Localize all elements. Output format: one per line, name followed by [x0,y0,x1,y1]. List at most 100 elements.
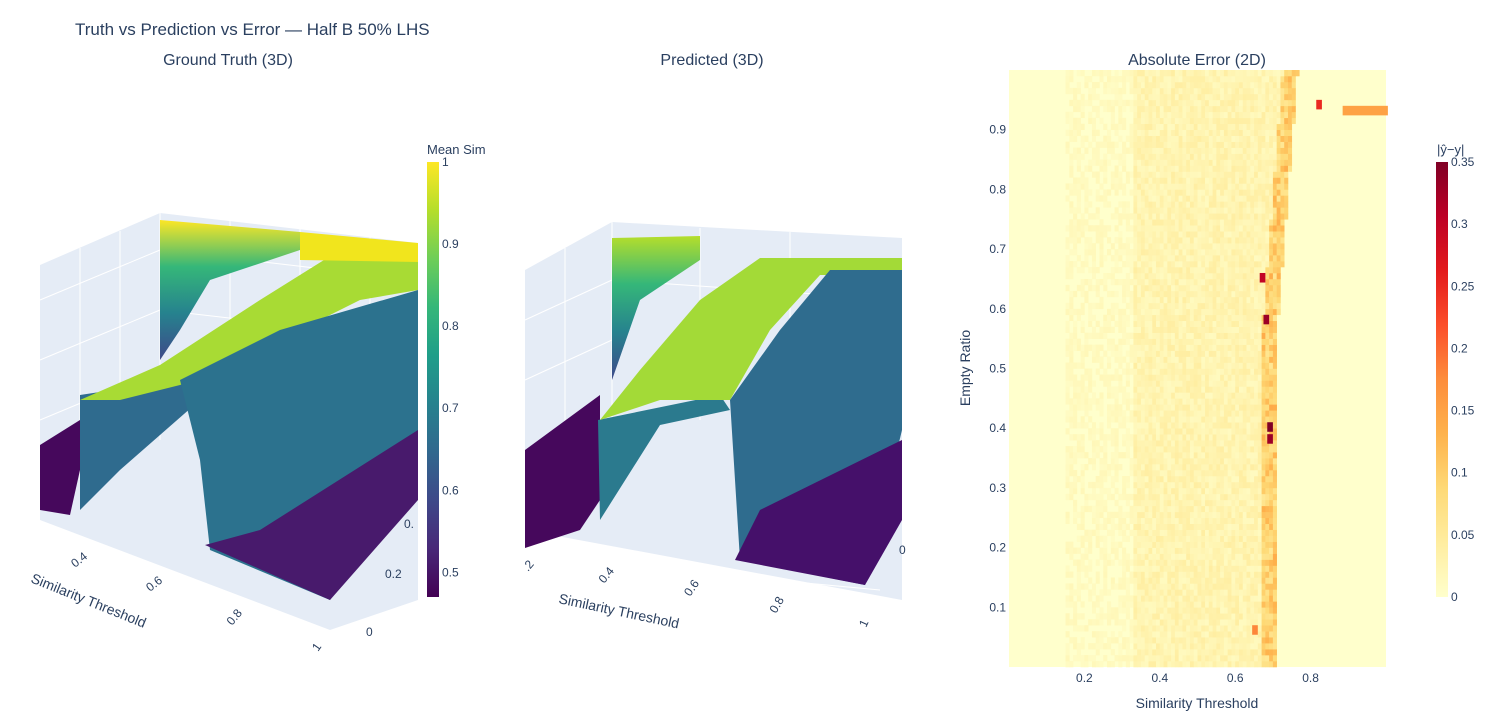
heatmap-cell [1250,135,1255,142]
heatmap-cell [1140,249,1146,256]
heatmap-cell [1137,141,1142,148]
heatmap-cell [1197,135,1202,142]
heatmap-cell [1140,493,1146,501]
abs-error-heatmap[interactable]: 0.2 0.4 0.6 0.8 0.10.20.30.40.50.60.70.80.9… [957,70,1388,711]
heatmap-cell [1091,481,1097,489]
heatmap-cell [1091,487,1097,495]
heatmap-cell [1182,332,1187,339]
heatmap-cell [1223,225,1228,232]
heatmap-cell [1080,523,1085,530]
heatmap-cell [1220,410,1225,417]
heatmap-cell [1144,637,1149,644]
heatmap-cell [1110,523,1115,530]
heatmap-cell [1227,117,1232,125]
heatmap-cell [1163,637,1168,644]
heatmap-cell [1193,75,1198,83]
heatmap-cell [1220,368,1225,375]
heatmap-cell [1156,493,1161,501]
heatmap-cell [1272,111,1277,119]
heatmap-cell [1178,386,1183,393]
heatmap-cell [1178,225,1183,232]
heatmap-cell [1186,458,1191,465]
heatmap-cell [1073,607,1078,614]
heatmap-cell [1088,434,1093,441]
heatmap-cell [1269,123,1274,130]
heatmap-cell [1178,398,1183,405]
heatmap-cell [1156,278,1161,286]
heatmap-cell [1171,290,1176,298]
heatmap-cell [1080,655,1085,662]
heatmap-cell [1227,625,1232,632]
heatmap-cell [1246,261,1251,268]
heatmap-cell [1186,481,1191,489]
heatmap-cell [1159,81,1164,89]
heatmap-cell [1205,440,1210,447]
heatmap-cell [1254,207,1259,214]
heatmap-cell [1133,243,1138,250]
heatmap-cell [1227,165,1232,172]
heatmap-cell [1137,243,1142,250]
heatmap-cell [1107,81,1112,89]
heatmap-cell [1182,237,1187,244]
heatmap-cell [1163,595,1168,602]
heatmap-cell [1276,201,1281,208]
heatmap-cell [1152,189,1157,196]
heatmap-cell [1073,123,1078,130]
heatmap-cell [1156,195,1161,202]
heatmap-cell [1182,637,1187,644]
heatmap-cell [1272,422,1277,429]
heatmap-cell [1069,237,1074,244]
heatmap-cell [1129,655,1134,662]
heatmap-cell [1152,231,1157,238]
heatmap-cell [1272,237,1277,244]
heatmap-cell [1193,649,1198,656]
heatmap-cell [1182,75,1187,83]
heatmap-cell [1272,487,1277,495]
heatmap-cell [1103,475,1108,483]
heatmap-cell [1159,595,1164,602]
heatmap-cell [1107,464,1112,471]
heatmap-cell [1148,141,1153,148]
heatmap-cell [1186,583,1191,590]
heatmap-cell [1223,398,1228,405]
heatmap-cell [1189,577,1195,584]
heatmap-cell [1269,255,1274,262]
heatmap-cell [1231,261,1236,268]
heatmap-cell [1144,559,1149,566]
heatmap-cell [1080,475,1085,483]
heatmap-cell [1065,452,1070,459]
heatmap-cell [1137,207,1142,214]
heatmap-cell [1178,344,1183,351]
heatmap-cell [1265,183,1270,190]
heatmap-cell [1235,159,1240,166]
heatmap-cell [1269,153,1274,160]
heatmap-cell [1276,135,1281,142]
heatmap-cell [1269,201,1274,208]
heatmap-cell [1269,225,1274,232]
heatmap-cell [1242,237,1247,244]
heatmap-cell [1280,153,1285,160]
heatmap-cell [1167,589,1172,596]
heatmap-cell [1287,75,1293,83]
heatmap-cell [1246,147,1251,154]
heatmap-cell [1103,272,1108,280]
heatmap-cell [1073,517,1078,525]
heatmap-cell [1201,183,1206,190]
heatmap-cell [1216,595,1221,602]
heatmap-cell [1167,481,1172,489]
heatmap-cell [1156,117,1161,125]
heatmap-cell [1272,356,1277,363]
heatmap-cell [1189,655,1195,662]
heatmap-cell [1201,284,1206,292]
heatmap-cell [1080,452,1085,459]
heatmap-cell [1254,171,1259,178]
heatmap-cell [1193,93,1198,101]
heatmap-cell [1144,141,1149,148]
heatmap-cell [1174,416,1179,423]
heatmap-cell [1246,464,1251,471]
heatmap-cell [1156,123,1161,130]
ground-truth-3d-scene[interactable]: 0.4 0.6 0.8 1 0 0.2 0. Similarity Thresh… [29,213,419,654]
predicted-3d-scene[interactable]: .2 0.4 0.6 0.8 1 0 Similarity Threshold [520,222,906,631]
heatmap-cell [1189,135,1195,142]
heatmap-cell [1272,535,1277,542]
